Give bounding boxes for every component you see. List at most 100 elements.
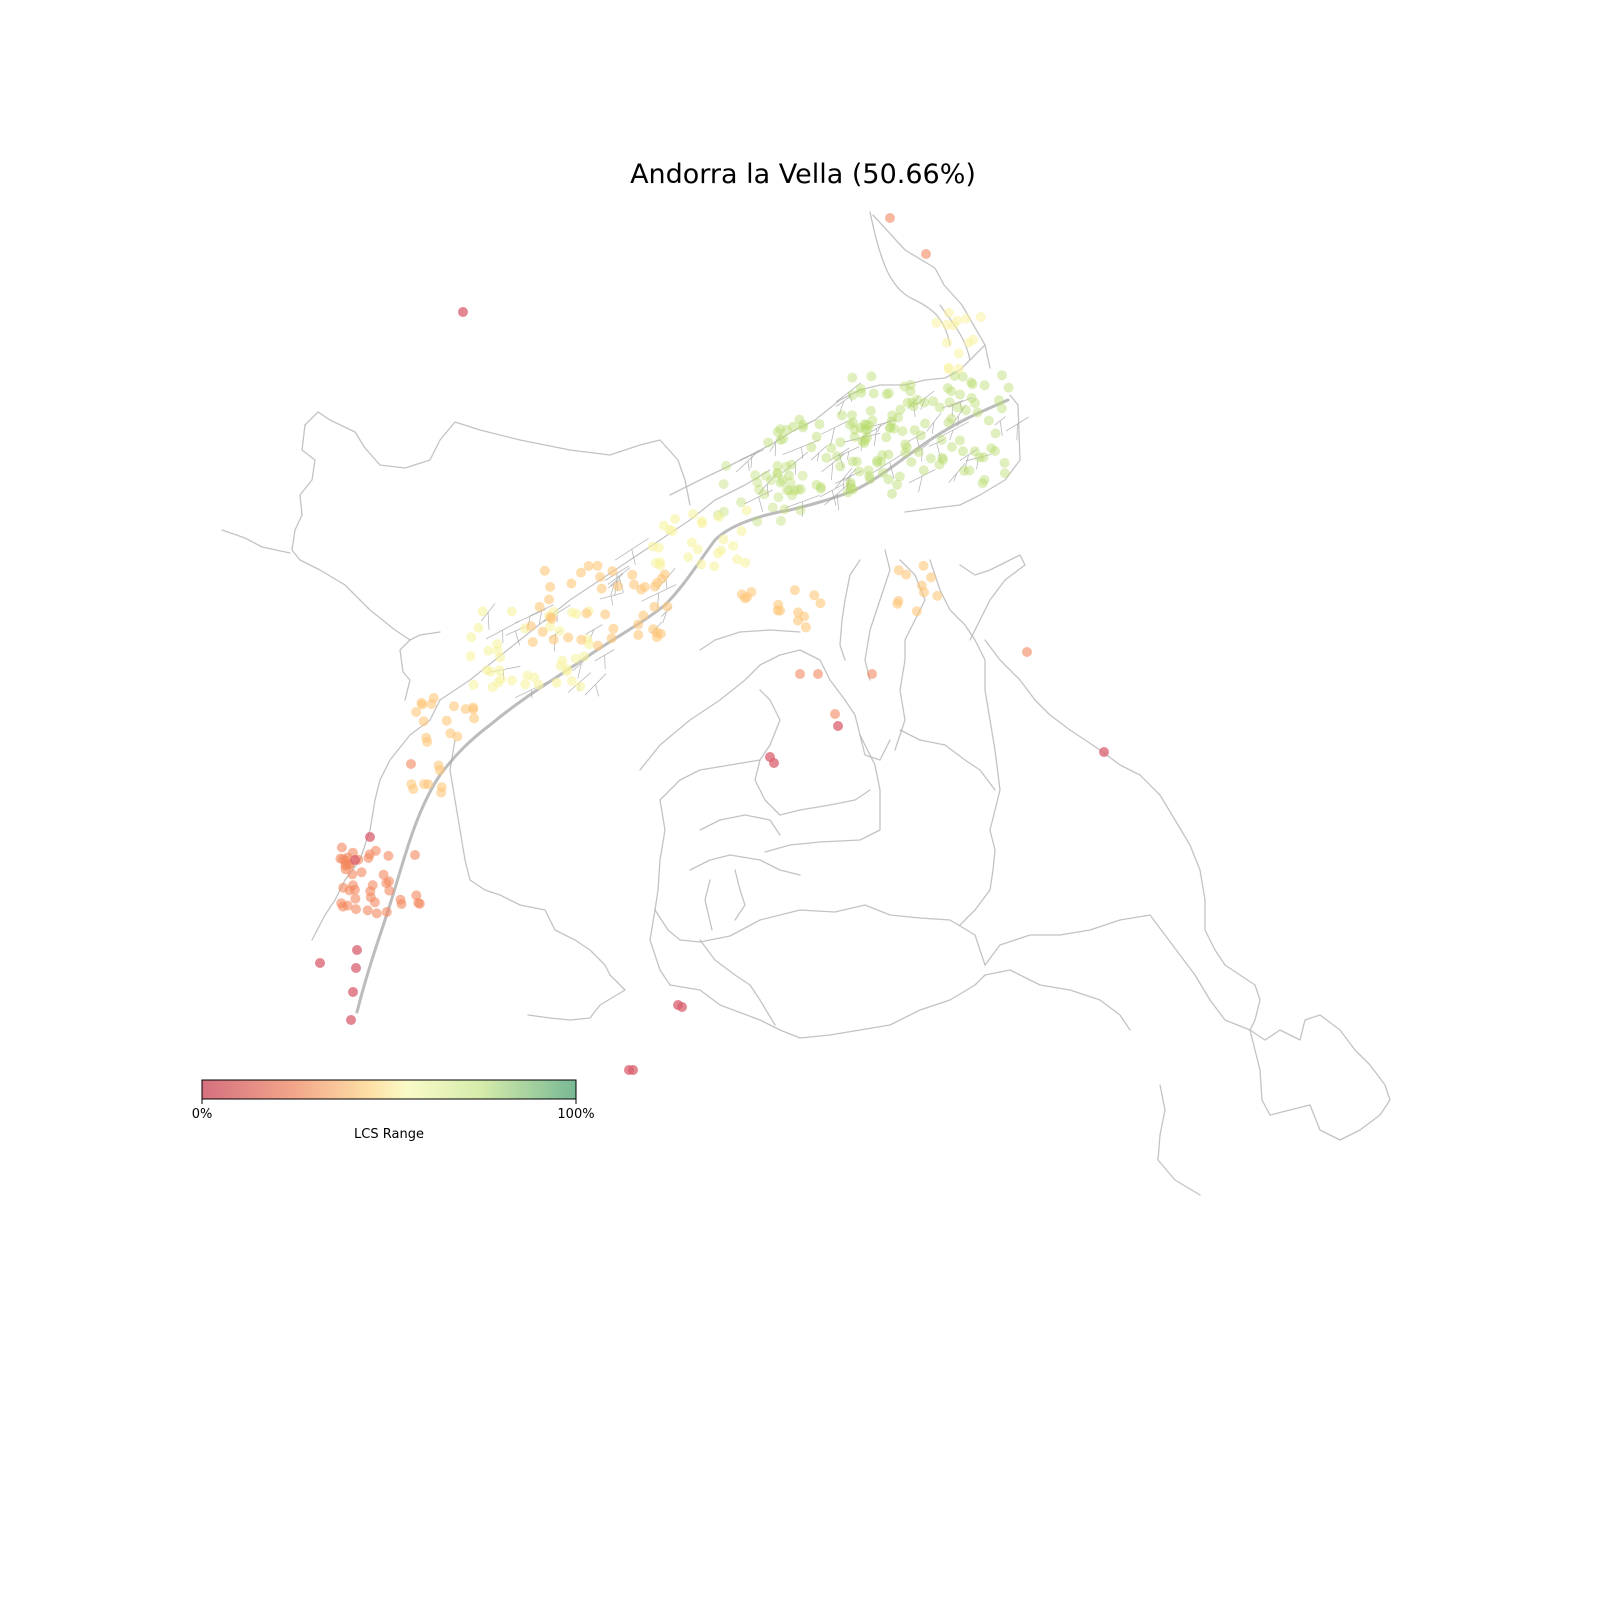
lcs-point — [795, 505, 806, 516]
lcs-point — [946, 386, 957, 397]
lcs-point — [918, 560, 929, 571]
lcs-point — [931, 317, 942, 328]
lcs-point — [814, 419, 825, 430]
street-segment — [614, 537, 649, 565]
lcs-point — [696, 559, 707, 570]
lcs-point — [483, 645, 494, 656]
lcs-point — [990, 428, 1001, 439]
lcs-point — [778, 433, 789, 444]
lcs-point — [894, 471, 905, 482]
lcs-point — [740, 557, 751, 568]
lcs-point — [781, 485, 792, 496]
lcs-point — [872, 455, 883, 466]
lcs-point — [788, 421, 799, 432]
lcs-point — [772, 461, 783, 471]
lcs-point — [636, 584, 647, 595]
lcs-point — [862, 432, 873, 443]
lcs-point — [548, 634, 559, 645]
lcs-point — [957, 371, 968, 382]
lcs-point — [772, 427, 783, 437]
lcs-point — [921, 249, 931, 259]
lcs-point — [600, 609, 611, 620]
lcs-point — [545, 581, 556, 592]
lcs-point — [846, 483, 857, 494]
lcs-point — [384, 885, 395, 896]
lcs-point — [411, 707, 422, 717]
lcs-point — [736, 526, 747, 536]
lcs-point — [383, 850, 394, 861]
lcs-point — [847, 456, 858, 467]
lcs-point — [581, 608, 592, 619]
lcs-point — [714, 512, 725, 522]
lcs-point — [628, 1065, 638, 1075]
lcs-point — [867, 415, 878, 426]
lcs-point — [533, 679, 544, 690]
lcs-point — [1099, 747, 1109, 757]
street-segment — [843, 432, 881, 452]
lcs-point — [584, 639, 594, 650]
lcs-point — [627, 569, 638, 580]
lcs-point — [775, 477, 786, 488]
lcs-point — [370, 845, 381, 856]
lcs-point — [362, 905, 373, 916]
lcs-point — [944, 307, 954, 318]
lcs-point — [606, 633, 617, 644]
lcs-point — [848, 417, 858, 428]
lcs-point — [545, 621, 556, 632]
lcs-point — [979, 474, 990, 485]
street-segment — [948, 463, 966, 483]
lcs-point — [859, 424, 870, 435]
lcs-point — [413, 897, 424, 908]
lcs-point — [895, 404, 906, 415]
lcs-point — [815, 482, 826, 493]
lcs-point — [856, 387, 867, 398]
lcs-point — [942, 337, 952, 348]
lcs-point — [915, 430, 926, 441]
lcs-points — [315, 213, 1109, 1075]
lcs-point — [526, 621, 536, 632]
lcs-point — [946, 442, 957, 452]
lcs-point — [893, 565, 904, 576]
lcs-point — [655, 628, 666, 639]
lcs-point — [943, 417, 954, 428]
lcs-point — [855, 422, 866, 433]
lcs-point — [433, 760, 444, 771]
street-segment — [585, 673, 607, 697]
lcs-point — [670, 513, 680, 524]
lcs-point — [811, 479, 822, 490]
lcs-point — [881, 389, 892, 400]
lcs-point — [787, 490, 798, 501]
lcs-point — [418, 716, 429, 727]
road-network — [221, 211, 1391, 1196]
lcs-point — [999, 468, 1010, 479]
lcs-point — [692, 544, 703, 555]
lcs-point — [961, 313, 971, 324]
lcs-point — [696, 516, 707, 527]
lcs-point — [884, 423, 895, 434]
lcs-point — [957, 446, 968, 457]
lcs-point — [452, 731, 463, 742]
lcs-point — [900, 447, 911, 458]
lcs-point — [897, 426, 908, 437]
street-segment — [915, 443, 930, 462]
lcs-point — [465, 651, 476, 662]
lcs-point — [886, 416, 897, 427]
colorbar-tick-max: 100% — [557, 1107, 594, 1122]
lcs-point — [534, 601, 545, 612]
lcs-point — [396, 899, 407, 909]
lcs-point — [983, 415, 994, 426]
lcs-point — [986, 443, 997, 454]
lcs-point — [806, 442, 817, 453]
lcs-point — [763, 437, 774, 448]
colorbar-legend: 0% 100% LCS Range — [192, 1079, 595, 1142]
lcs-point — [773, 599, 784, 610]
lcs-point — [848, 484, 858, 495]
lcs-point — [789, 585, 800, 596]
lcs-point — [859, 438, 870, 449]
lcs-point — [551, 677, 562, 688]
street-segment — [959, 448, 978, 472]
lcs-point — [527, 637, 538, 647]
lcs-point — [718, 479, 729, 490]
lcs-point — [633, 619, 644, 630]
lcs-point — [944, 397, 955, 408]
